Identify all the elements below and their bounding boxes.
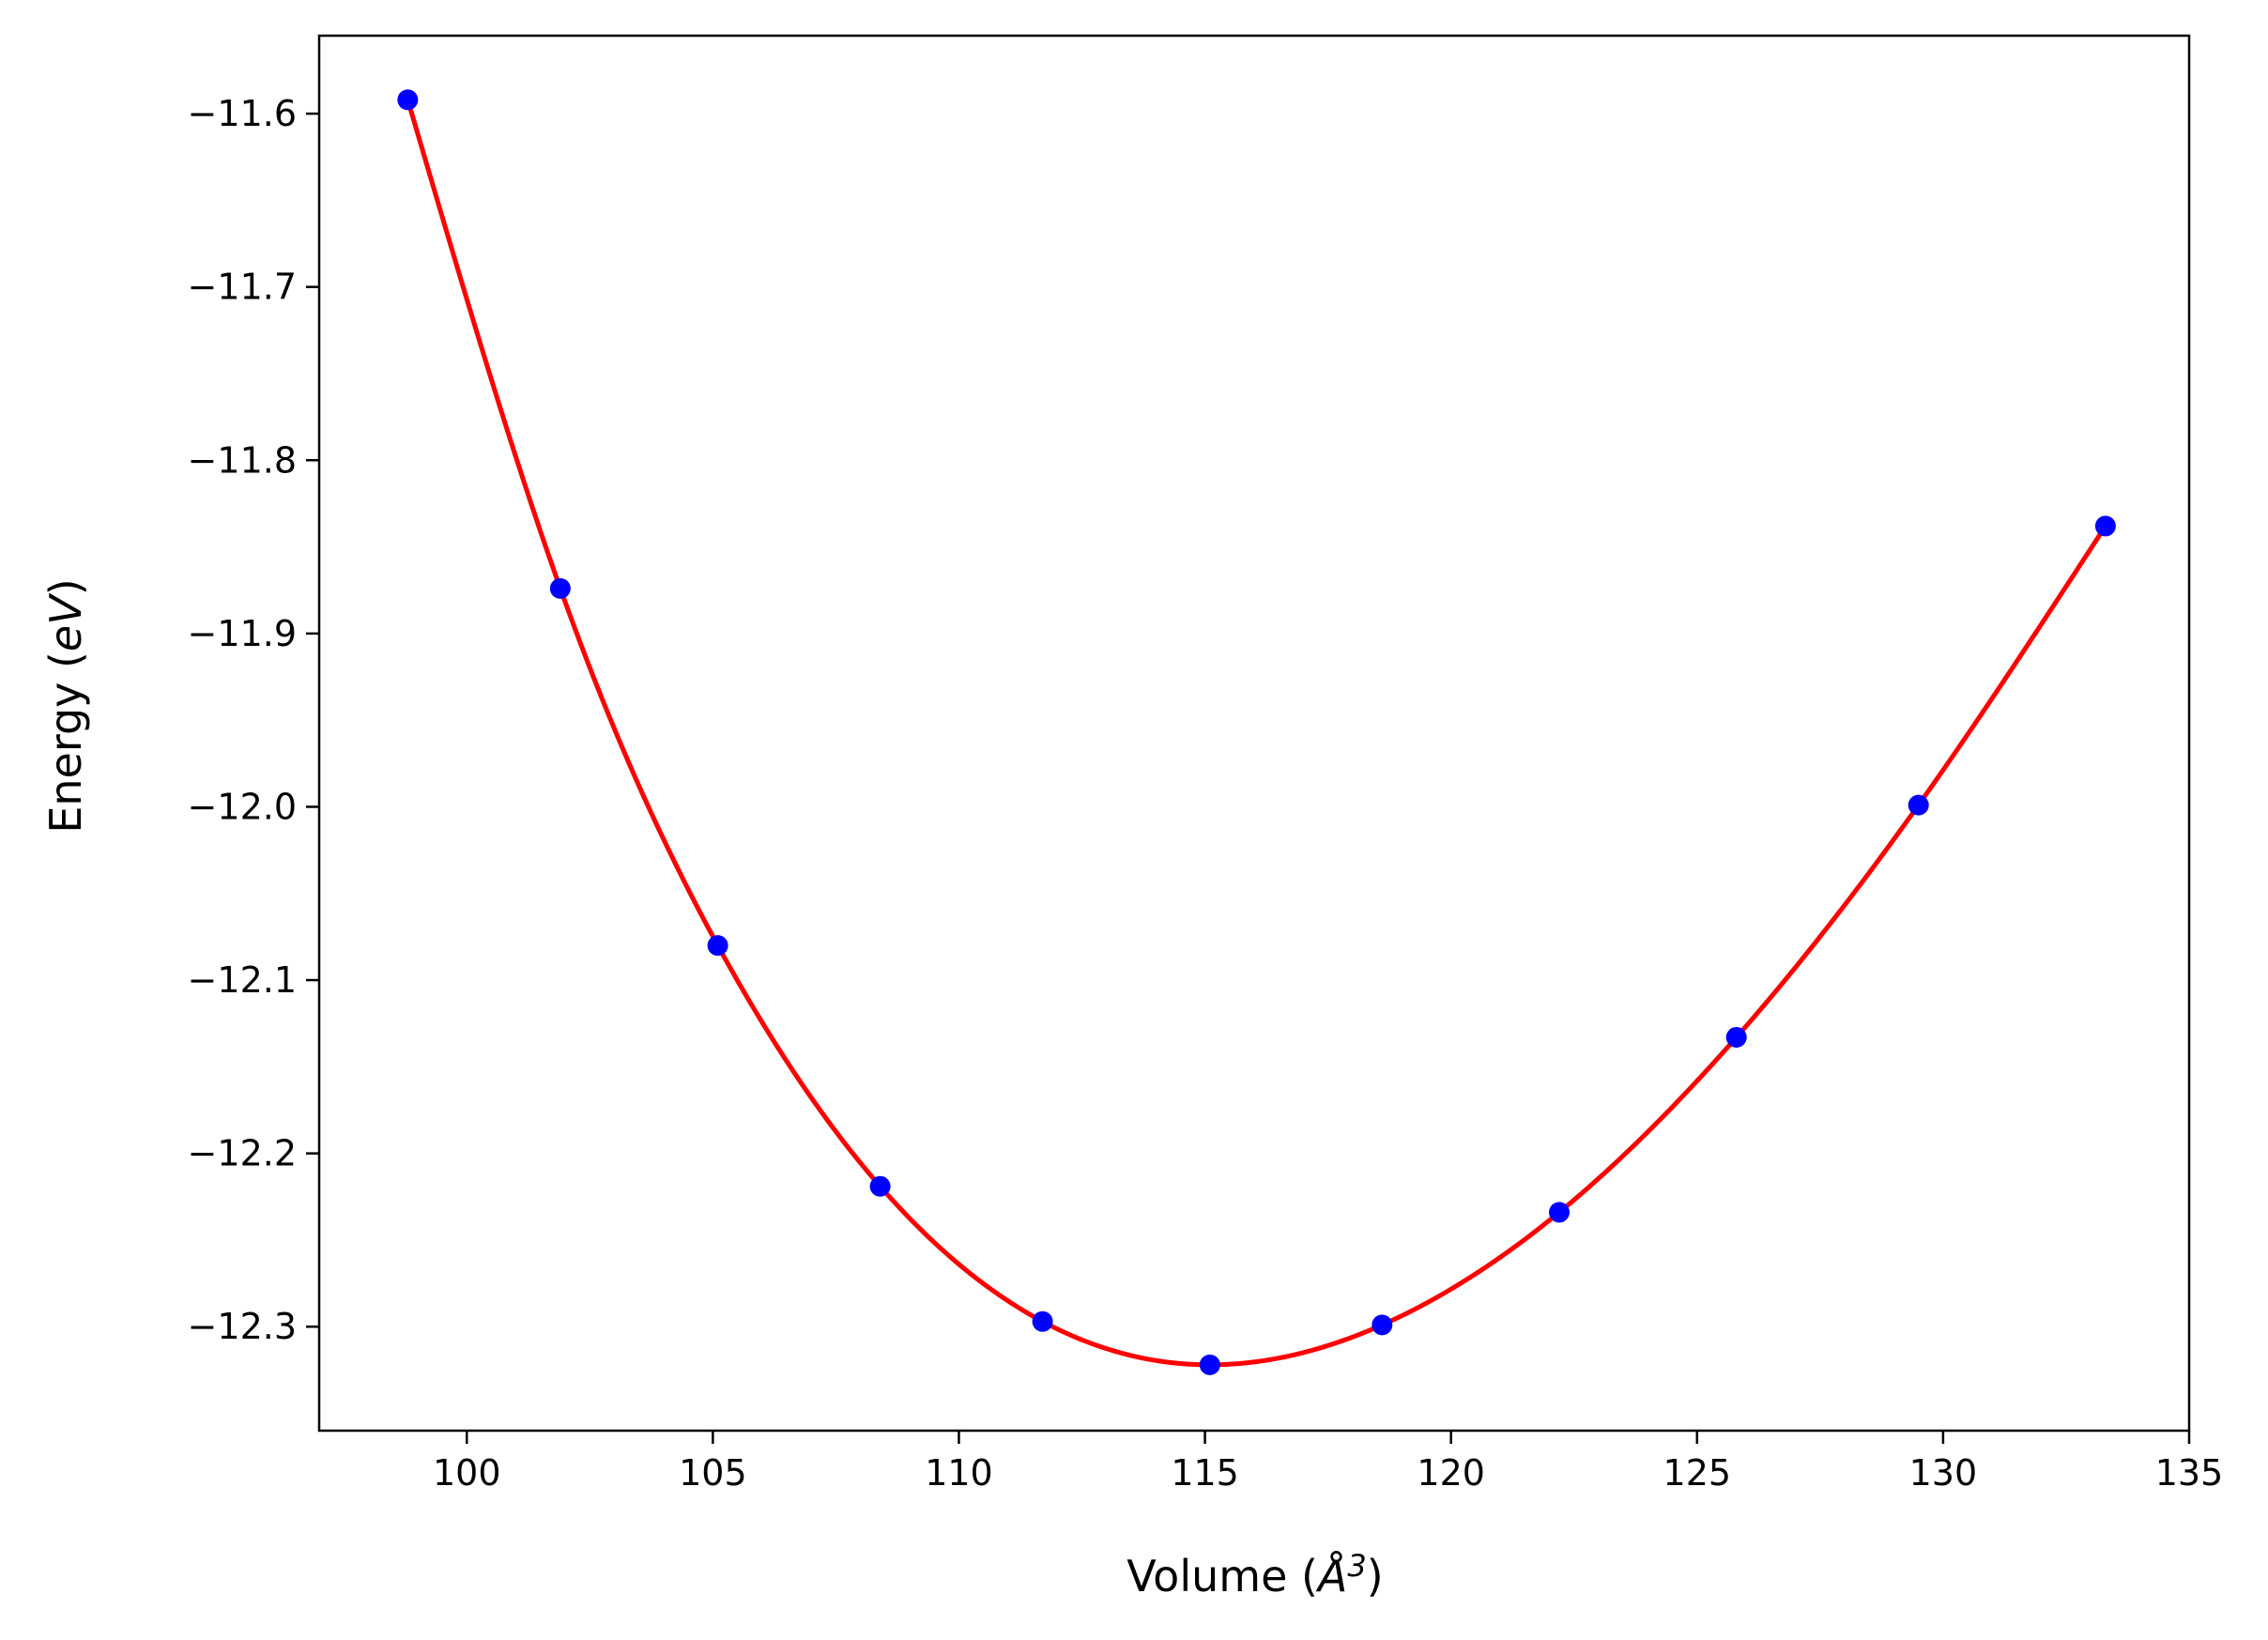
y-axis-label: Energy (eV) xyxy=(40,578,91,833)
data-points xyxy=(397,89,2116,1375)
y-axis-ticks: −11.6 −11.7 −11.8 −11.9 −12.0 −12.1 −12.2 −12.3 xyxy=(188,93,319,1347)
x-axis-label: Volume (Å3) xyxy=(1126,1548,1383,1602)
y-axis-label-post: ) xyxy=(40,578,91,595)
data-point xyxy=(1908,794,1929,816)
y-tick-label: −12.0 xyxy=(188,786,297,827)
data-point xyxy=(1032,1310,1053,1332)
x-tick-label: 110 xyxy=(925,1452,993,1494)
y-tick-label: −11.6 xyxy=(188,93,297,134)
plot-frame xyxy=(317,34,2191,1433)
y-tick-label: −11.7 xyxy=(188,267,297,308)
data-point xyxy=(1725,1026,1747,1048)
x-axis-label-exponent: 3 xyxy=(1347,1548,1366,1584)
y-axis-label-unit: eV xyxy=(40,592,91,651)
data-point xyxy=(1549,1202,1571,1223)
fit-curve xyxy=(405,99,2107,1368)
x-tick-label: 130 xyxy=(1909,1452,1978,1494)
data-point xyxy=(397,89,419,111)
y-axis-label-pre: Energy ( xyxy=(40,651,91,834)
data-point xyxy=(707,935,728,957)
data-point xyxy=(1372,1314,1393,1336)
x-axis-ticks: 100 105 110 115 120 125 130 135 xyxy=(433,1431,2223,1494)
data-point xyxy=(2094,515,2116,537)
x-axis-label-post: ) xyxy=(1367,1551,1384,1602)
x-axis-label-pre: Volume ( xyxy=(1126,1551,1318,1602)
data-point xyxy=(549,577,571,599)
x-tick-label: 120 xyxy=(1417,1452,1485,1494)
y-tick-label: −12.1 xyxy=(188,959,297,1001)
x-tick-label: 100 xyxy=(433,1452,501,1494)
x-tick-label: 125 xyxy=(1663,1452,1732,1494)
data-point xyxy=(1199,1354,1220,1375)
x-tick-label: 105 xyxy=(679,1452,747,1494)
x-axis-label-unit: Å xyxy=(1315,1551,1347,1602)
y-tick-label: −11.9 xyxy=(188,613,297,654)
y-tick-label: −12.3 xyxy=(188,1306,297,1347)
data-point xyxy=(869,1175,891,1197)
y-tick-label: −11.8 xyxy=(188,439,297,481)
x-tick-label: 115 xyxy=(1171,1452,1239,1494)
y-tick-label: −12.2 xyxy=(188,1133,297,1174)
x-tick-label: 135 xyxy=(2155,1452,2224,1494)
